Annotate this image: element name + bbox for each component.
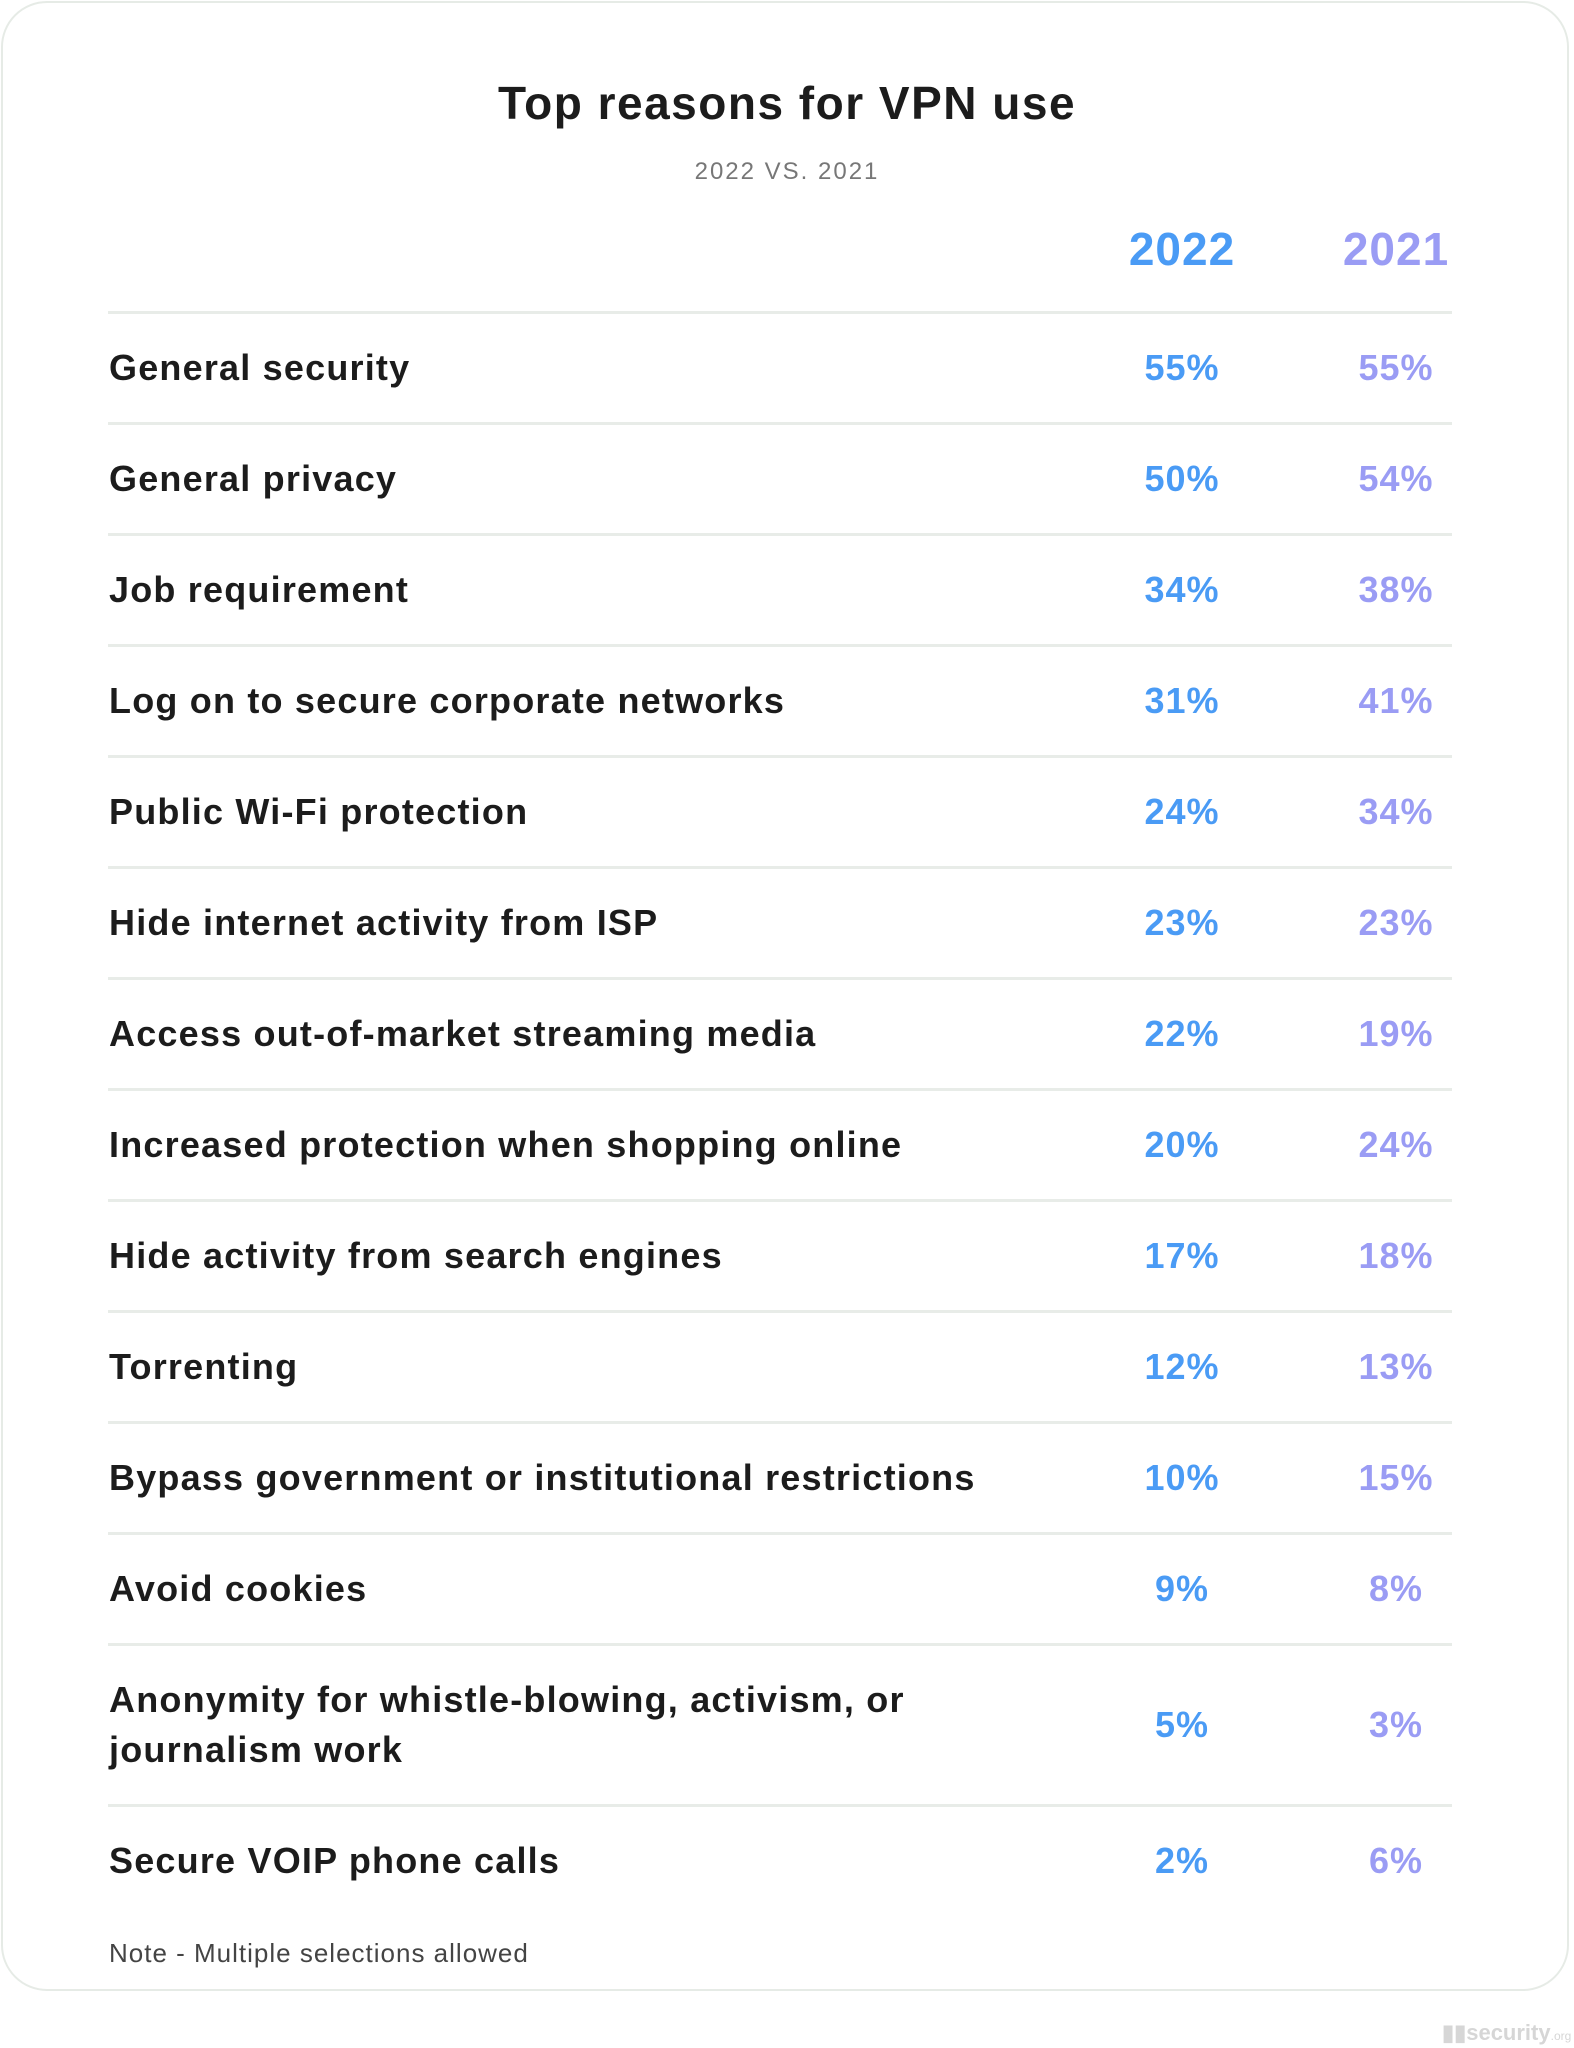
row-label: Avoid cookies <box>109 1568 368 1609</box>
table-row: Access out-of-market streaming media 22% 1… <box>108 980 1452 1091</box>
value-2022: 10% <box>1144 1457 1220 1498</box>
value-2021: 18% <box>1358 1235 1434 1276</box>
chart-card <box>1 1 1569 1991</box>
value-2021: 3% <box>1368 1704 1424 1745</box>
value-2022: 12% <box>1144 1346 1220 1387</box>
row-label: Torrenting <box>109 1346 299 1387</box>
row-label: Access out-of-market streaming media <box>109 1013 817 1054</box>
table-row: Job requirement 34% 38% <box>108 536 1452 647</box>
table-row: Secure VOIP phone calls 2% 6% <box>108 1807 1452 1915</box>
value-2022: 50% <box>1144 458 1220 499</box>
value-2022: 34% <box>1144 569 1220 610</box>
row-label: Secure VOIP phone calls <box>109 1840 561 1881</box>
value-2021: 23% <box>1358 902 1434 943</box>
value-2022: 17% <box>1144 1235 1220 1276</box>
row-label: Bypass government or institutional restr… <box>109 1457 976 1498</box>
column-header-2022: 2022 <box>1128 223 1236 275</box>
chart-subtitle: 2022 VS. 2021 <box>694 158 880 185</box>
table-row: Hide internet activity from ISP 23% 23% <box>108 869 1452 980</box>
value-2021: 8% <box>1368 1568 1424 1609</box>
value-2022: 24% <box>1144 791 1220 832</box>
value-2022: 31% <box>1144 680 1220 721</box>
value-2021: 34% <box>1358 791 1434 832</box>
column-header-2021: 2021 <box>1342 223 1450 275</box>
value-2021: 24% <box>1358 1124 1434 1165</box>
chart-title: Top reasons for VPN use <box>497 77 1077 129</box>
table-row: Log on to secure corporate networks 31% 41… <box>108 647 1452 758</box>
value-2022: 23% <box>1144 902 1220 943</box>
value-2022: 5% <box>1154 1704 1210 1745</box>
value-2021: 13% <box>1358 1346 1434 1387</box>
value-2021: 38% <box>1358 569 1434 610</box>
value-2021: 6% <box>1368 1840 1424 1881</box>
table-row: General privacy 50% 54% <box>108 425 1452 536</box>
table-row: General security 55% 55% <box>108 314 1452 425</box>
table-body: General security 55% 55% General privacy 50%… <box>108 311 1452 1915</box>
row-label: Log on to secure corporate networks <box>109 680 786 721</box>
table-row: Torrenting 12% 13% <box>108 1313 1452 1424</box>
row-label: Hide internet activity from ISP <box>109 902 659 943</box>
row-label: Anonymity for whistle-blowing, activism,… <box>109 1679 905 1770</box>
value-2022: 55% <box>1144 347 1220 388</box>
value-2021: 55% <box>1358 347 1434 388</box>
value-2022: 9% <box>1154 1568 1210 1609</box>
row-label: General security <box>109 347 411 388</box>
value-2021: 19% <box>1358 1013 1434 1054</box>
table-row: Anonymity for whistle-blowing, activism,… <box>108 1646 1452 1807</box>
value-2021: 15% <box>1358 1457 1434 1498</box>
value-2021: 54% <box>1358 458 1434 499</box>
table-row: Increased protection when shopping onlin… <box>108 1091 1452 1202</box>
table-row: Avoid cookies 9% 8% <box>108 1535 1452 1646</box>
value-2022: 2% <box>1154 1840 1210 1881</box>
table-row: Public Wi-Fi protection 24% 34% <box>108 758 1452 869</box>
footnote: Note - Multiple selections allowed <box>109 1938 529 1968</box>
row-label: Hide activity from search engines <box>109 1235 723 1276</box>
value-2021: 41% <box>1358 680 1434 721</box>
value-2022: 22% <box>1144 1013 1220 1054</box>
row-label: Job requirement <box>109 569 410 610</box>
value-2022: 20% <box>1144 1124 1220 1165</box>
row-label: General privacy <box>109 458 398 499</box>
security-org-logo: ▮▮security.org <box>1442 2020 1572 2045</box>
row-label: Increased protection when shopping onlin… <box>109 1124 903 1165</box>
table-row: Bypass government or institutional restr… <box>108 1424 1452 1535</box>
row-label: Public Wi-Fi protection <box>109 791 529 832</box>
table-row: Hide activity from search engines 17% 18% <box>108 1202 1452 1313</box>
